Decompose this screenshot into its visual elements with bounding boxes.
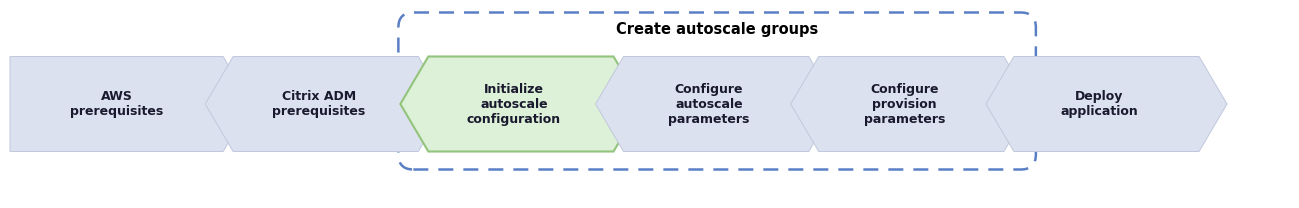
Text: Deploy
application: Deploy application [1060, 90, 1138, 118]
Text: Configure
provision
parameters: Configure provision parameters [864, 83, 944, 125]
Text: Configure
autoscale
parameters: Configure autoscale parameters [669, 83, 750, 125]
Polygon shape [595, 57, 837, 151]
Text: Citrix ADM
prerequisites: Citrix ADM prerequisites [271, 90, 365, 118]
Polygon shape [791, 57, 1031, 151]
Polygon shape [400, 57, 642, 151]
FancyBboxPatch shape [399, 12, 1035, 170]
Polygon shape [205, 57, 447, 151]
Polygon shape [10, 57, 251, 151]
Polygon shape [986, 57, 1228, 151]
Text: Create autoscale groups: Create autoscale groups [616, 22, 818, 37]
Text: AWS
prerequisites: AWS prerequisites [70, 90, 164, 118]
Text: Initialize
autoscale
configuration: Initialize autoscale configuration [466, 83, 561, 125]
